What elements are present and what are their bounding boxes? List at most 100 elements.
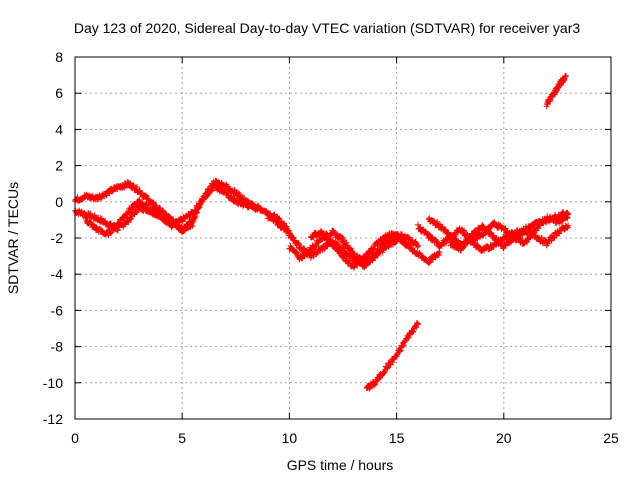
data-point bbox=[191, 214, 198, 221]
data-point bbox=[565, 211, 572, 218]
data-point bbox=[192, 213, 199, 220]
data-point bbox=[433, 238, 440, 245]
data-point bbox=[206, 188, 213, 195]
x-tick-label: 15 bbox=[389, 430, 405, 446]
data-point bbox=[203, 193, 210, 200]
data-point bbox=[307, 247, 314, 254]
series-track-6 bbox=[307, 228, 422, 271]
data-point bbox=[410, 328, 417, 335]
data-point bbox=[378, 245, 385, 252]
data-point bbox=[194, 209, 201, 216]
data-point bbox=[426, 259, 433, 266]
data-point bbox=[435, 251, 442, 258]
data-point bbox=[564, 214, 571, 221]
x-tick-label: 0 bbox=[71, 430, 79, 446]
data-point bbox=[389, 359, 396, 366]
y-tick-label: 2 bbox=[55, 158, 63, 174]
data-point bbox=[496, 237, 503, 244]
data-point bbox=[436, 248, 443, 255]
data-point bbox=[193, 208, 200, 215]
data-point bbox=[524, 239, 531, 246]
data-point bbox=[544, 213, 551, 220]
data-point bbox=[340, 252, 347, 259]
data-point bbox=[535, 225, 542, 232]
data-point bbox=[241, 194, 248, 201]
data-point bbox=[286, 230, 293, 237]
data-point bbox=[459, 228, 466, 235]
data-point bbox=[191, 215, 198, 222]
data-point bbox=[502, 225, 509, 232]
data-point bbox=[320, 230, 327, 237]
data-point bbox=[292, 248, 299, 255]
data-point bbox=[189, 218, 196, 225]
data-point bbox=[295, 240, 302, 247]
data-point bbox=[179, 218, 186, 225]
y-tick-label: -6 bbox=[51, 302, 64, 318]
series-track-9 bbox=[425, 211, 572, 250]
data-point bbox=[313, 242, 320, 249]
y-tick-label: -8 bbox=[51, 339, 64, 355]
x-tick-label: 25 bbox=[603, 430, 619, 446]
data-point bbox=[445, 229, 452, 236]
data-point bbox=[508, 230, 515, 237]
data-point bbox=[396, 348, 403, 355]
data-point bbox=[397, 347, 404, 354]
x-axis-label: GPS time / hours bbox=[287, 457, 394, 473]
data-point bbox=[189, 222, 196, 229]
data-point bbox=[108, 229, 115, 236]
series-track-11 bbox=[543, 72, 569, 110]
data-point bbox=[476, 244, 483, 251]
data-point bbox=[460, 227, 467, 234]
data-point bbox=[253, 205, 260, 212]
data-point bbox=[362, 255, 369, 262]
data-point bbox=[312, 243, 319, 250]
y-tick-label: -2 bbox=[51, 230, 64, 246]
data-point bbox=[375, 249, 382, 256]
x-tick-label: 5 bbox=[178, 430, 186, 446]
data-point bbox=[370, 245, 377, 252]
data-point bbox=[133, 184, 140, 191]
data-point bbox=[150, 199, 157, 206]
x-tick-labels: 0 5 10 15 20 25 bbox=[71, 430, 619, 446]
data-point bbox=[290, 234, 297, 241]
data-point bbox=[254, 206, 261, 213]
series-track-3 bbox=[82, 196, 196, 239]
data-point bbox=[253, 205, 260, 212]
y-tick-label: 8 bbox=[55, 49, 63, 65]
data-point bbox=[203, 192, 210, 199]
y-tick-labels: -12 -10 -8 -6 -4 -2 0 2 4 6 8 bbox=[43, 49, 63, 427]
data-point bbox=[127, 215, 134, 222]
data-point bbox=[133, 209, 140, 216]
x-tick-label: 20 bbox=[496, 430, 512, 446]
data-point bbox=[130, 182, 137, 189]
data-point bbox=[415, 321, 422, 328]
data-point bbox=[414, 244, 421, 251]
data-point bbox=[145, 196, 152, 203]
data-point bbox=[139, 199, 146, 206]
data-point bbox=[434, 238, 441, 245]
data-point bbox=[479, 232, 486, 239]
y-tick-label: 0 bbox=[55, 194, 63, 210]
data-point bbox=[425, 260, 432, 267]
data-point bbox=[133, 202, 140, 209]
y-tick-label: -4 bbox=[51, 266, 64, 282]
data-point bbox=[200, 196, 207, 203]
data-point bbox=[338, 233, 345, 240]
plot-frame bbox=[74, 56, 612, 420]
data-point bbox=[405, 334, 412, 341]
data-point bbox=[294, 249, 301, 256]
data-point bbox=[400, 342, 407, 349]
data-point bbox=[143, 201, 150, 208]
data-point bbox=[236, 191, 243, 198]
x-tick-label: 10 bbox=[282, 430, 298, 446]
data-point bbox=[544, 240, 551, 247]
data-point bbox=[529, 231, 536, 238]
data-points bbox=[72, 72, 572, 392]
data-point bbox=[349, 248, 356, 255]
data-point bbox=[295, 241, 302, 248]
data-point bbox=[188, 220, 195, 227]
data-point bbox=[197, 201, 204, 208]
data-point bbox=[413, 320, 420, 327]
data-point bbox=[393, 353, 400, 360]
